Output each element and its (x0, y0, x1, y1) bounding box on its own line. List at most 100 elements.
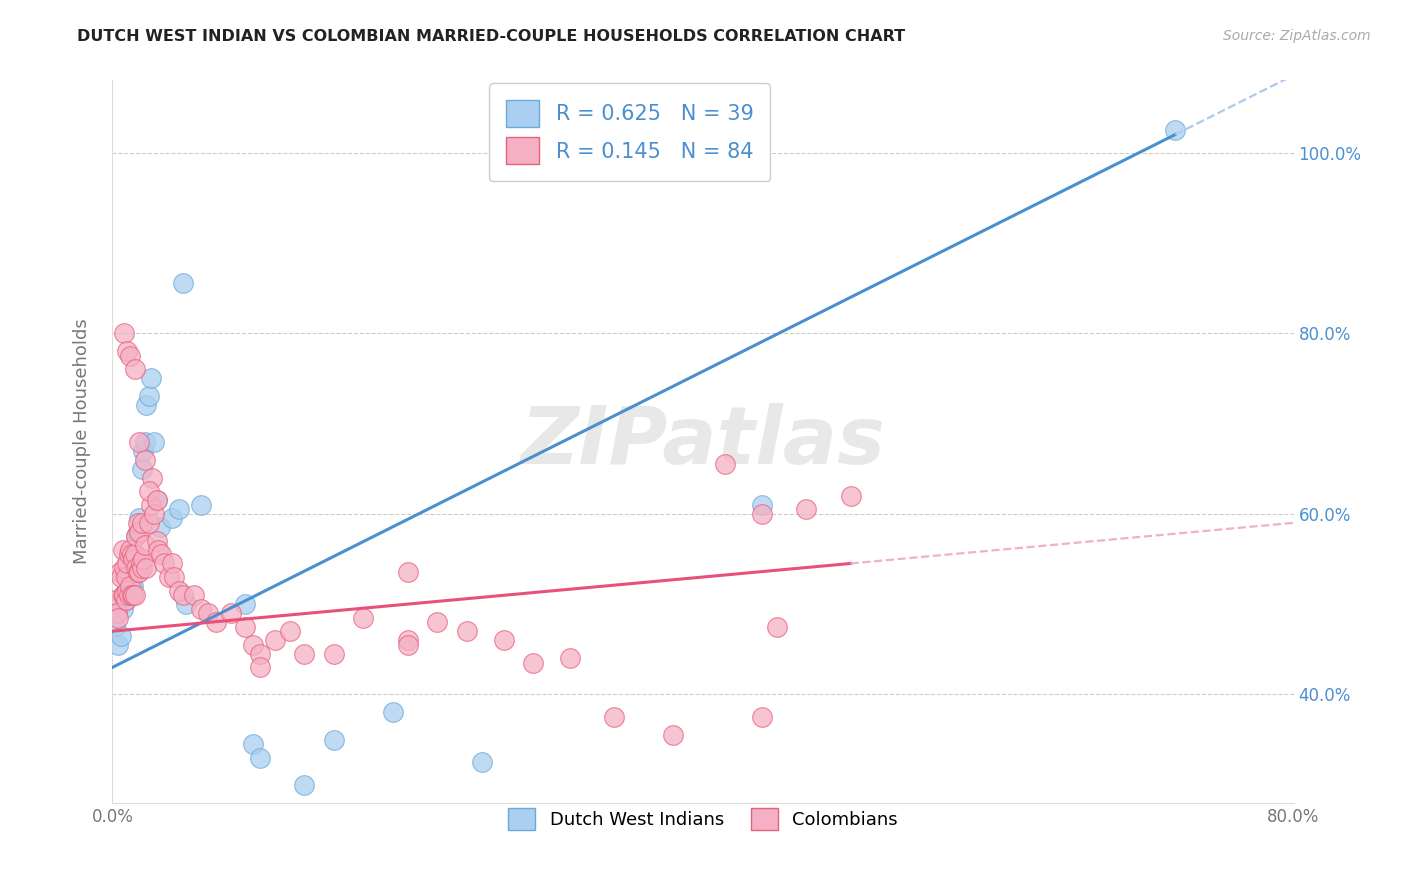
Point (122, 552, 145, 566)
Point (138, 516, 160, 530)
Point (108, 566, 131, 580)
Text: Source: ZipAtlas.com: Source: ZipAtlas.com (1223, 29, 1371, 43)
Point (124, 362, 146, 376)
Point (522, 656, 544, 670)
Point (139, 498, 162, 512)
Point (146, 493, 169, 508)
Point (128, 434, 150, 449)
Point (117, 588, 138, 602)
Point (382, 706, 405, 720)
Point (108, 597, 131, 611)
Point (122, 588, 145, 602)
Point (796, 502, 818, 516)
Point (172, 588, 194, 602)
Point (219, 606, 242, 620)
Point (114, 592, 136, 607)
Point (766, 620, 789, 634)
Point (127, 516, 149, 530)
Text: DUTCH WEST INDIAN VS COLOMBIAN MARRIED-COUPLE HOUSEHOLDS CORRELATION CHART: DUTCH WEST INDIAN VS COLOMBIAN MARRIED-C… (77, 29, 905, 44)
Point (135, 398, 157, 412)
Point (118, 548, 141, 562)
Point (751, 710, 773, 724)
Point (112, 588, 135, 602)
Point (118, 588, 141, 602)
Point (751, 507, 773, 521)
Point (160, 511, 183, 525)
Point (120, 583, 142, 598)
Point (134, 434, 156, 449)
Point (124, 588, 146, 602)
Point (132, 552, 155, 566)
Point (163, 570, 186, 584)
Point (278, 624, 301, 639)
Point (125, 529, 148, 543)
Point (190, 498, 212, 512)
Point (121, 548, 143, 562)
Point (167, 502, 190, 516)
Point (131, 461, 153, 475)
Point (128, 511, 150, 525)
Point (249, 660, 271, 674)
Point (118, 570, 141, 584)
Point (141, 471, 163, 485)
Point (114, 592, 136, 607)
Point (264, 633, 287, 648)
Point (110, 629, 132, 643)
Point (138, 484, 160, 499)
Point (323, 647, 346, 661)
Point (120, 542, 142, 557)
Point (104, 620, 127, 634)
Point (121, 579, 143, 593)
Point (190, 601, 212, 615)
Point (112, 561, 135, 575)
Point (157, 570, 180, 584)
Point (134, 452, 156, 467)
Point (114, 570, 136, 584)
Point (128, 566, 150, 580)
Point (839, 489, 862, 503)
Point (104, 592, 127, 607)
Point (233, 620, 256, 634)
Point (492, 633, 515, 648)
Point (470, 755, 494, 769)
Point (135, 561, 157, 575)
Point (662, 728, 685, 742)
Point (112, 326, 135, 341)
Point (131, 516, 153, 530)
Point (323, 732, 346, 747)
Point (131, 561, 153, 575)
Point (174, 597, 197, 611)
Point (146, 533, 169, 548)
Point (396, 633, 419, 648)
Point (124, 548, 146, 562)
Point (142, 507, 165, 521)
Point (127, 524, 149, 539)
Point (122, 579, 145, 593)
Point (714, 457, 737, 471)
Point (352, 610, 374, 624)
Point (111, 588, 134, 602)
Point (249, 750, 271, 764)
Point (107, 638, 129, 652)
Point (153, 557, 176, 571)
Point (107, 610, 129, 624)
Point (292, 647, 315, 661)
Point (117, 344, 138, 359)
Point (183, 588, 205, 602)
Point (117, 583, 138, 598)
Point (111, 542, 134, 557)
Point (148, 542, 170, 557)
Point (134, 538, 156, 552)
Point (197, 606, 219, 620)
Point (105, 606, 128, 620)
Point (1164, 123, 1187, 137)
Point (125, 529, 148, 543)
Point (292, 778, 315, 792)
Point (146, 493, 169, 508)
Point (233, 597, 256, 611)
Point (110, 570, 132, 584)
Point (125, 561, 148, 575)
Y-axis label: Married-couple Households: Married-couple Households (73, 318, 91, 565)
Point (150, 548, 173, 562)
Text: ZIPatlas: ZIPatlas (520, 402, 886, 481)
